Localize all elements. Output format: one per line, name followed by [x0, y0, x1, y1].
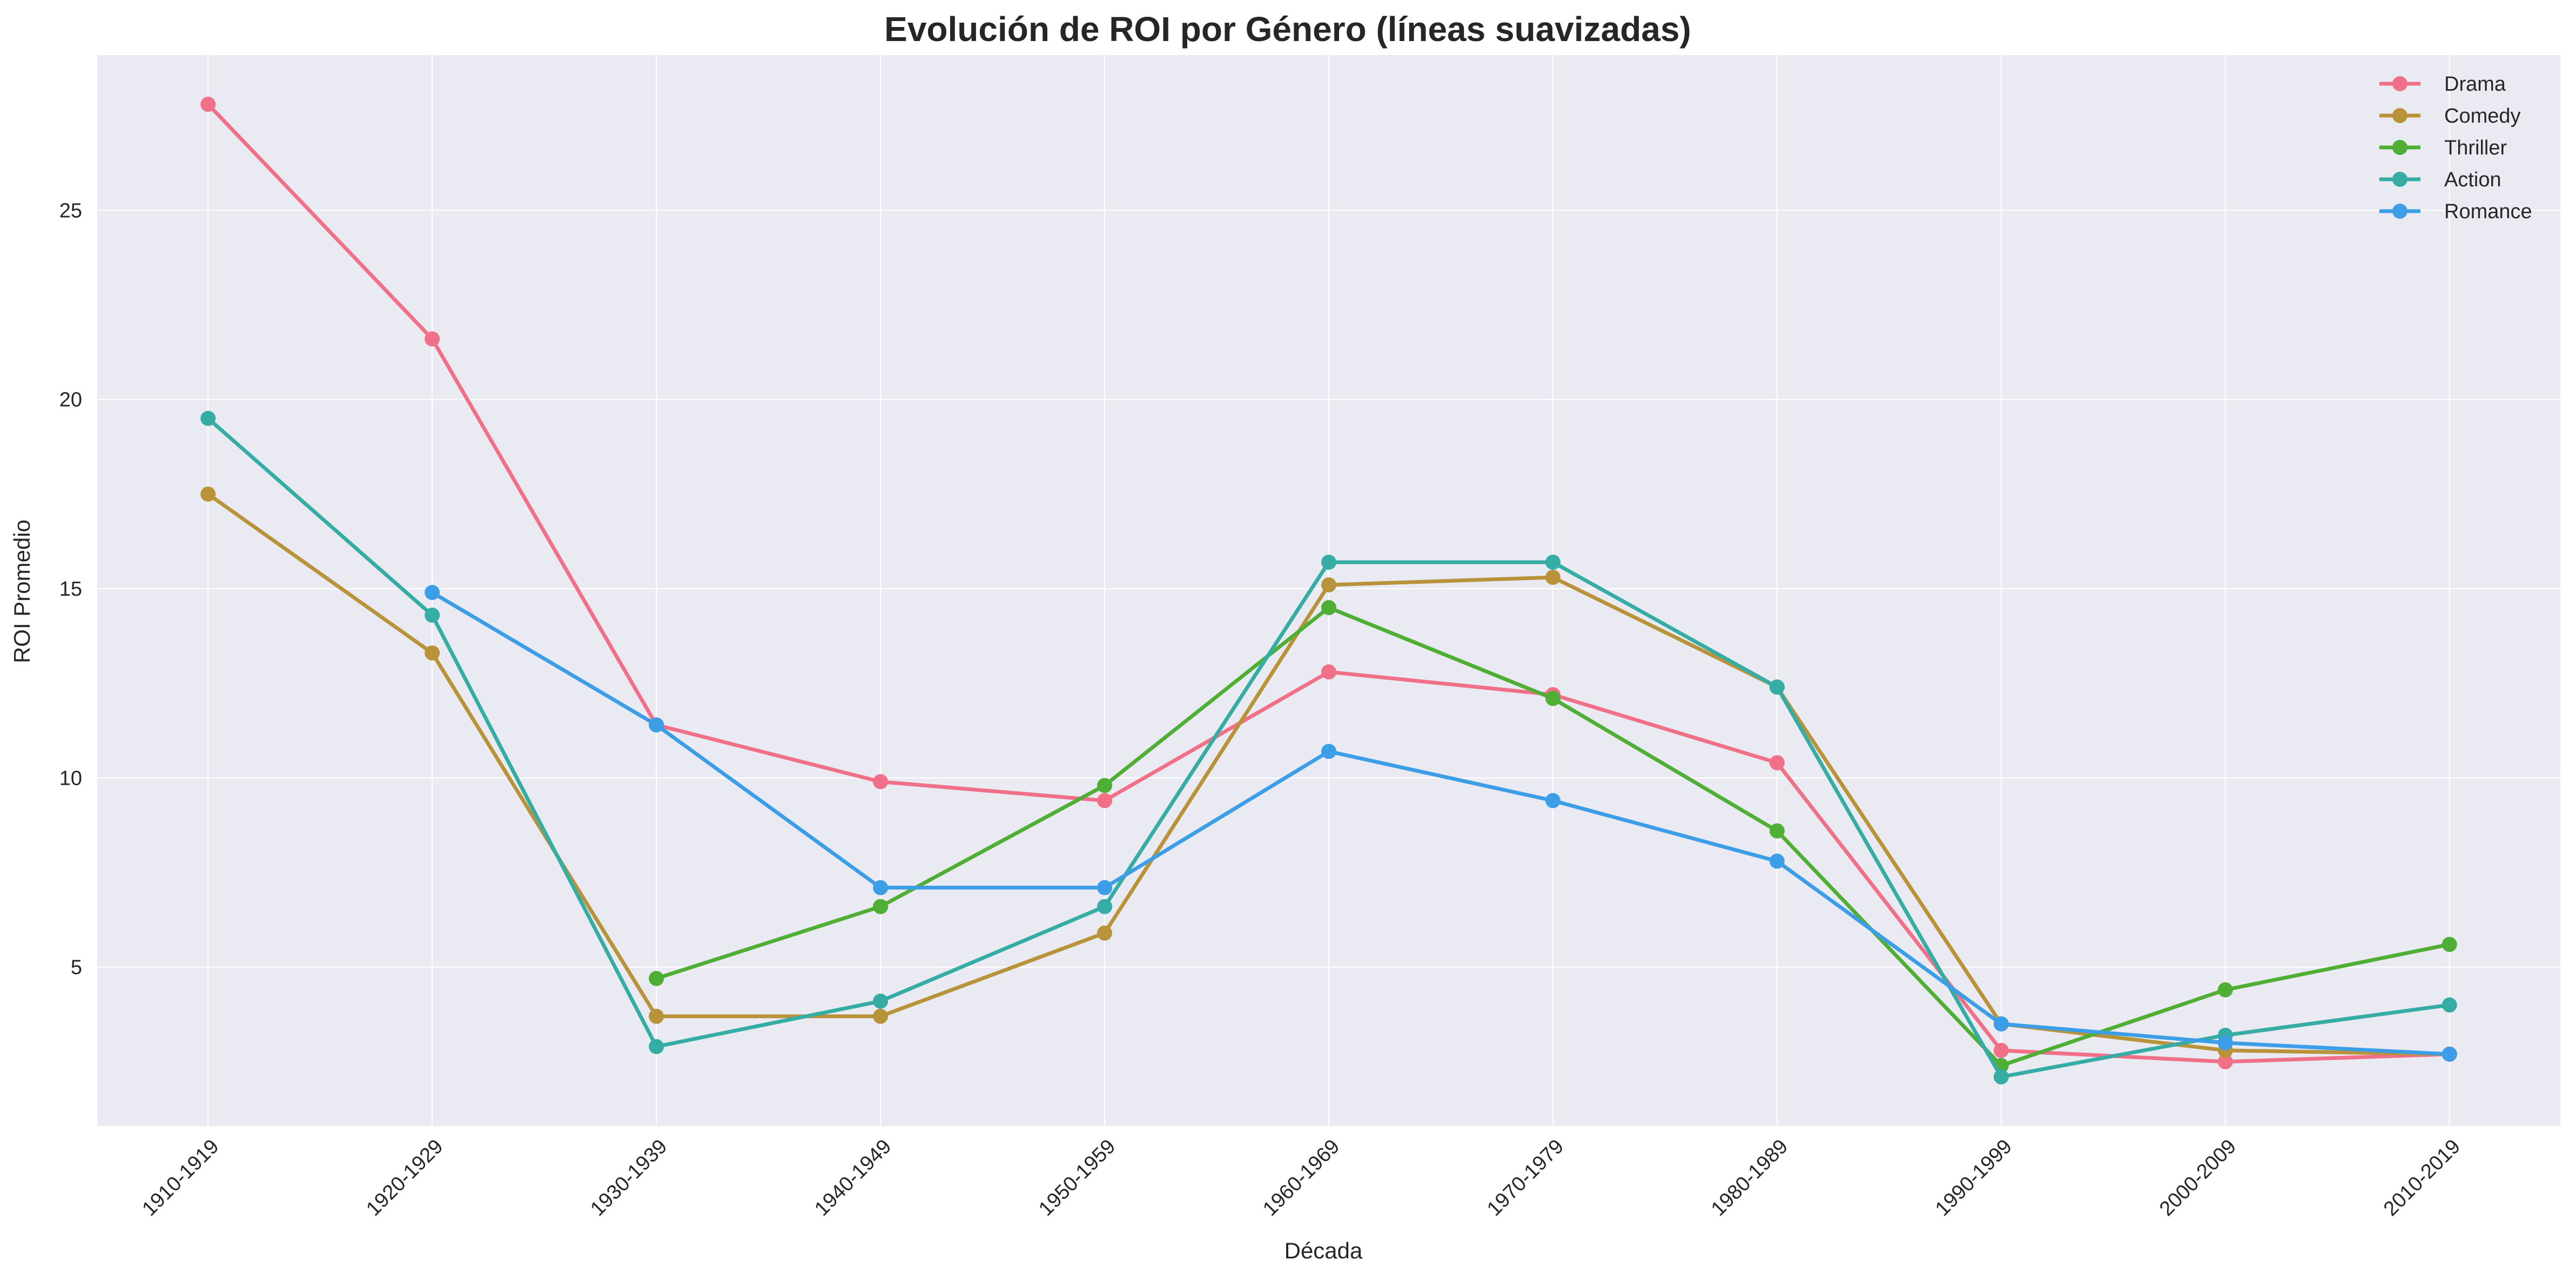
data-point: [2442, 1046, 2457, 1062]
x-tick-label: 2010-2019: [2379, 1135, 2465, 1221]
legend-marker: [2392, 204, 2407, 219]
data-point: [873, 880, 889, 895]
data-point: [1993, 1042, 2009, 1058]
legend-item-thriller: Thriller: [2379, 137, 2507, 159]
data-point: [1993, 1069, 2009, 1084]
x-tick-label: 1980-1989: [1707, 1135, 1792, 1221]
data-point: [200, 410, 216, 426]
y-tick-label: 10: [59, 767, 82, 790]
series-thriller: [649, 600, 2457, 1073]
data-point: [1545, 691, 1561, 706]
x-tick-label: 1910-1919: [138, 1135, 223, 1221]
y-tick-label: 25: [59, 199, 82, 222]
y-axis-label: ROI Promedio: [9, 520, 35, 663]
legend-label: Comedy: [2444, 105, 2521, 127]
data-point: [1097, 778, 1113, 793]
data-point: [200, 486, 216, 502]
legend-label: Drama: [2444, 73, 2506, 96]
data-point: [1097, 793, 1113, 809]
y-axis-ticks: 5 10 15 20 25: [59, 199, 82, 979]
legend-marker: [2392, 140, 2407, 155]
x-tick-label: 1950-1959: [1034, 1135, 1120, 1221]
data-point: [1097, 880, 1113, 895]
x-tick-label: 2000-2009: [2155, 1135, 2241, 1221]
data-point: [200, 97, 216, 112]
series-line: [430, 590, 2452, 1056]
data-point: [1769, 853, 1785, 869]
data-point: [873, 899, 889, 914]
data-point: [873, 774, 889, 790]
data-point: [2217, 1035, 2233, 1050]
legend-item-action: Action: [2379, 169, 2501, 191]
data-point: [1321, 600, 1336, 616]
legend-marker: [2392, 108, 2407, 123]
y-tick-label: 15: [59, 578, 82, 601]
x-tick-label: 1990-1999: [1931, 1135, 2016, 1221]
x-tick-label: 1960-1969: [1259, 1135, 1344, 1221]
data-point: [425, 645, 440, 661]
x-axis-label: Década: [1284, 1238, 1363, 1263]
legend-item-comedy: Comedy: [2379, 105, 2521, 127]
data-point: [649, 717, 664, 733]
data-point: [2217, 1054, 2233, 1069]
data-point: [1769, 823, 1785, 839]
legend-label: Action: [2444, 169, 2501, 191]
data-point: [1545, 793, 1561, 809]
x-tick-label: 1920-1929: [362, 1135, 447, 1221]
data-point: [2442, 937, 2457, 952]
data-point: [1321, 664, 1336, 680]
data-point: [2442, 997, 2457, 1013]
data-point: [1545, 554, 1561, 570]
legend-item-drama: Drama: [2379, 73, 2506, 96]
series-lines: [200, 97, 2457, 1084]
data-point: [425, 608, 440, 623]
data-point: [425, 585, 440, 601]
legend-label: Thriller: [2444, 137, 2507, 159]
legend-marker: [2392, 172, 2407, 187]
series-romance: [425, 585, 2457, 1062]
data-point: [1769, 755, 1785, 771]
y-tick-label: 20: [59, 389, 82, 412]
chart-title: Evolución de ROI por Género (líneas suav…: [884, 10, 1691, 49]
data-point: [649, 1039, 664, 1054]
data-point: [649, 1008, 664, 1024]
data-point: [1097, 899, 1113, 914]
legend-marker: [2392, 76, 2407, 91]
y-tick-label: 5: [71, 956, 82, 979]
x-tick-label: 1970-1979: [1483, 1135, 1568, 1221]
data-point: [1321, 577, 1336, 592]
data-point: [2217, 982, 2233, 998]
data-point: [1097, 925, 1113, 941]
legend-label: Romance: [2444, 200, 2532, 223]
series-action: [200, 410, 2457, 1084]
x-tick-label: 1940-1949: [810, 1135, 896, 1221]
data-point: [649, 971, 664, 986]
data-point: [1545, 569, 1561, 585]
data-point: [1321, 744, 1336, 759]
data-point: [1321, 554, 1336, 570]
data-point: [873, 993, 889, 1009]
data-point: [873, 1008, 889, 1024]
x-axis-ticks: 1910-1919 1920-1929 1930-1939 1940-1949 1950…: [138, 1135, 2465, 1221]
data-point: [1769, 679, 1785, 695]
data-point: [1993, 1016, 2009, 1032]
x-tick-label: 1930-1939: [586, 1135, 671, 1221]
legend-item-romance: Romance: [2379, 200, 2532, 223]
legend: Drama Comedy Thriller Action Romance: [2379, 73, 2532, 223]
data-point: [425, 331, 440, 347]
